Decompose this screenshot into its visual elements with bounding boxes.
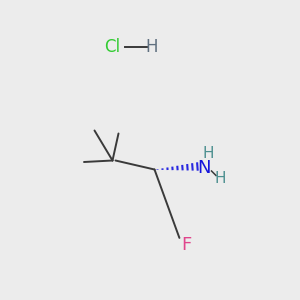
Text: F: F <box>181 236 191 253</box>
Text: N: N <box>197 159 211 177</box>
Text: H: H <box>145 38 158 56</box>
Text: H: H <box>215 171 226 186</box>
Text: H: H <box>203 146 214 160</box>
Text: Cl: Cl <box>104 38 121 56</box>
